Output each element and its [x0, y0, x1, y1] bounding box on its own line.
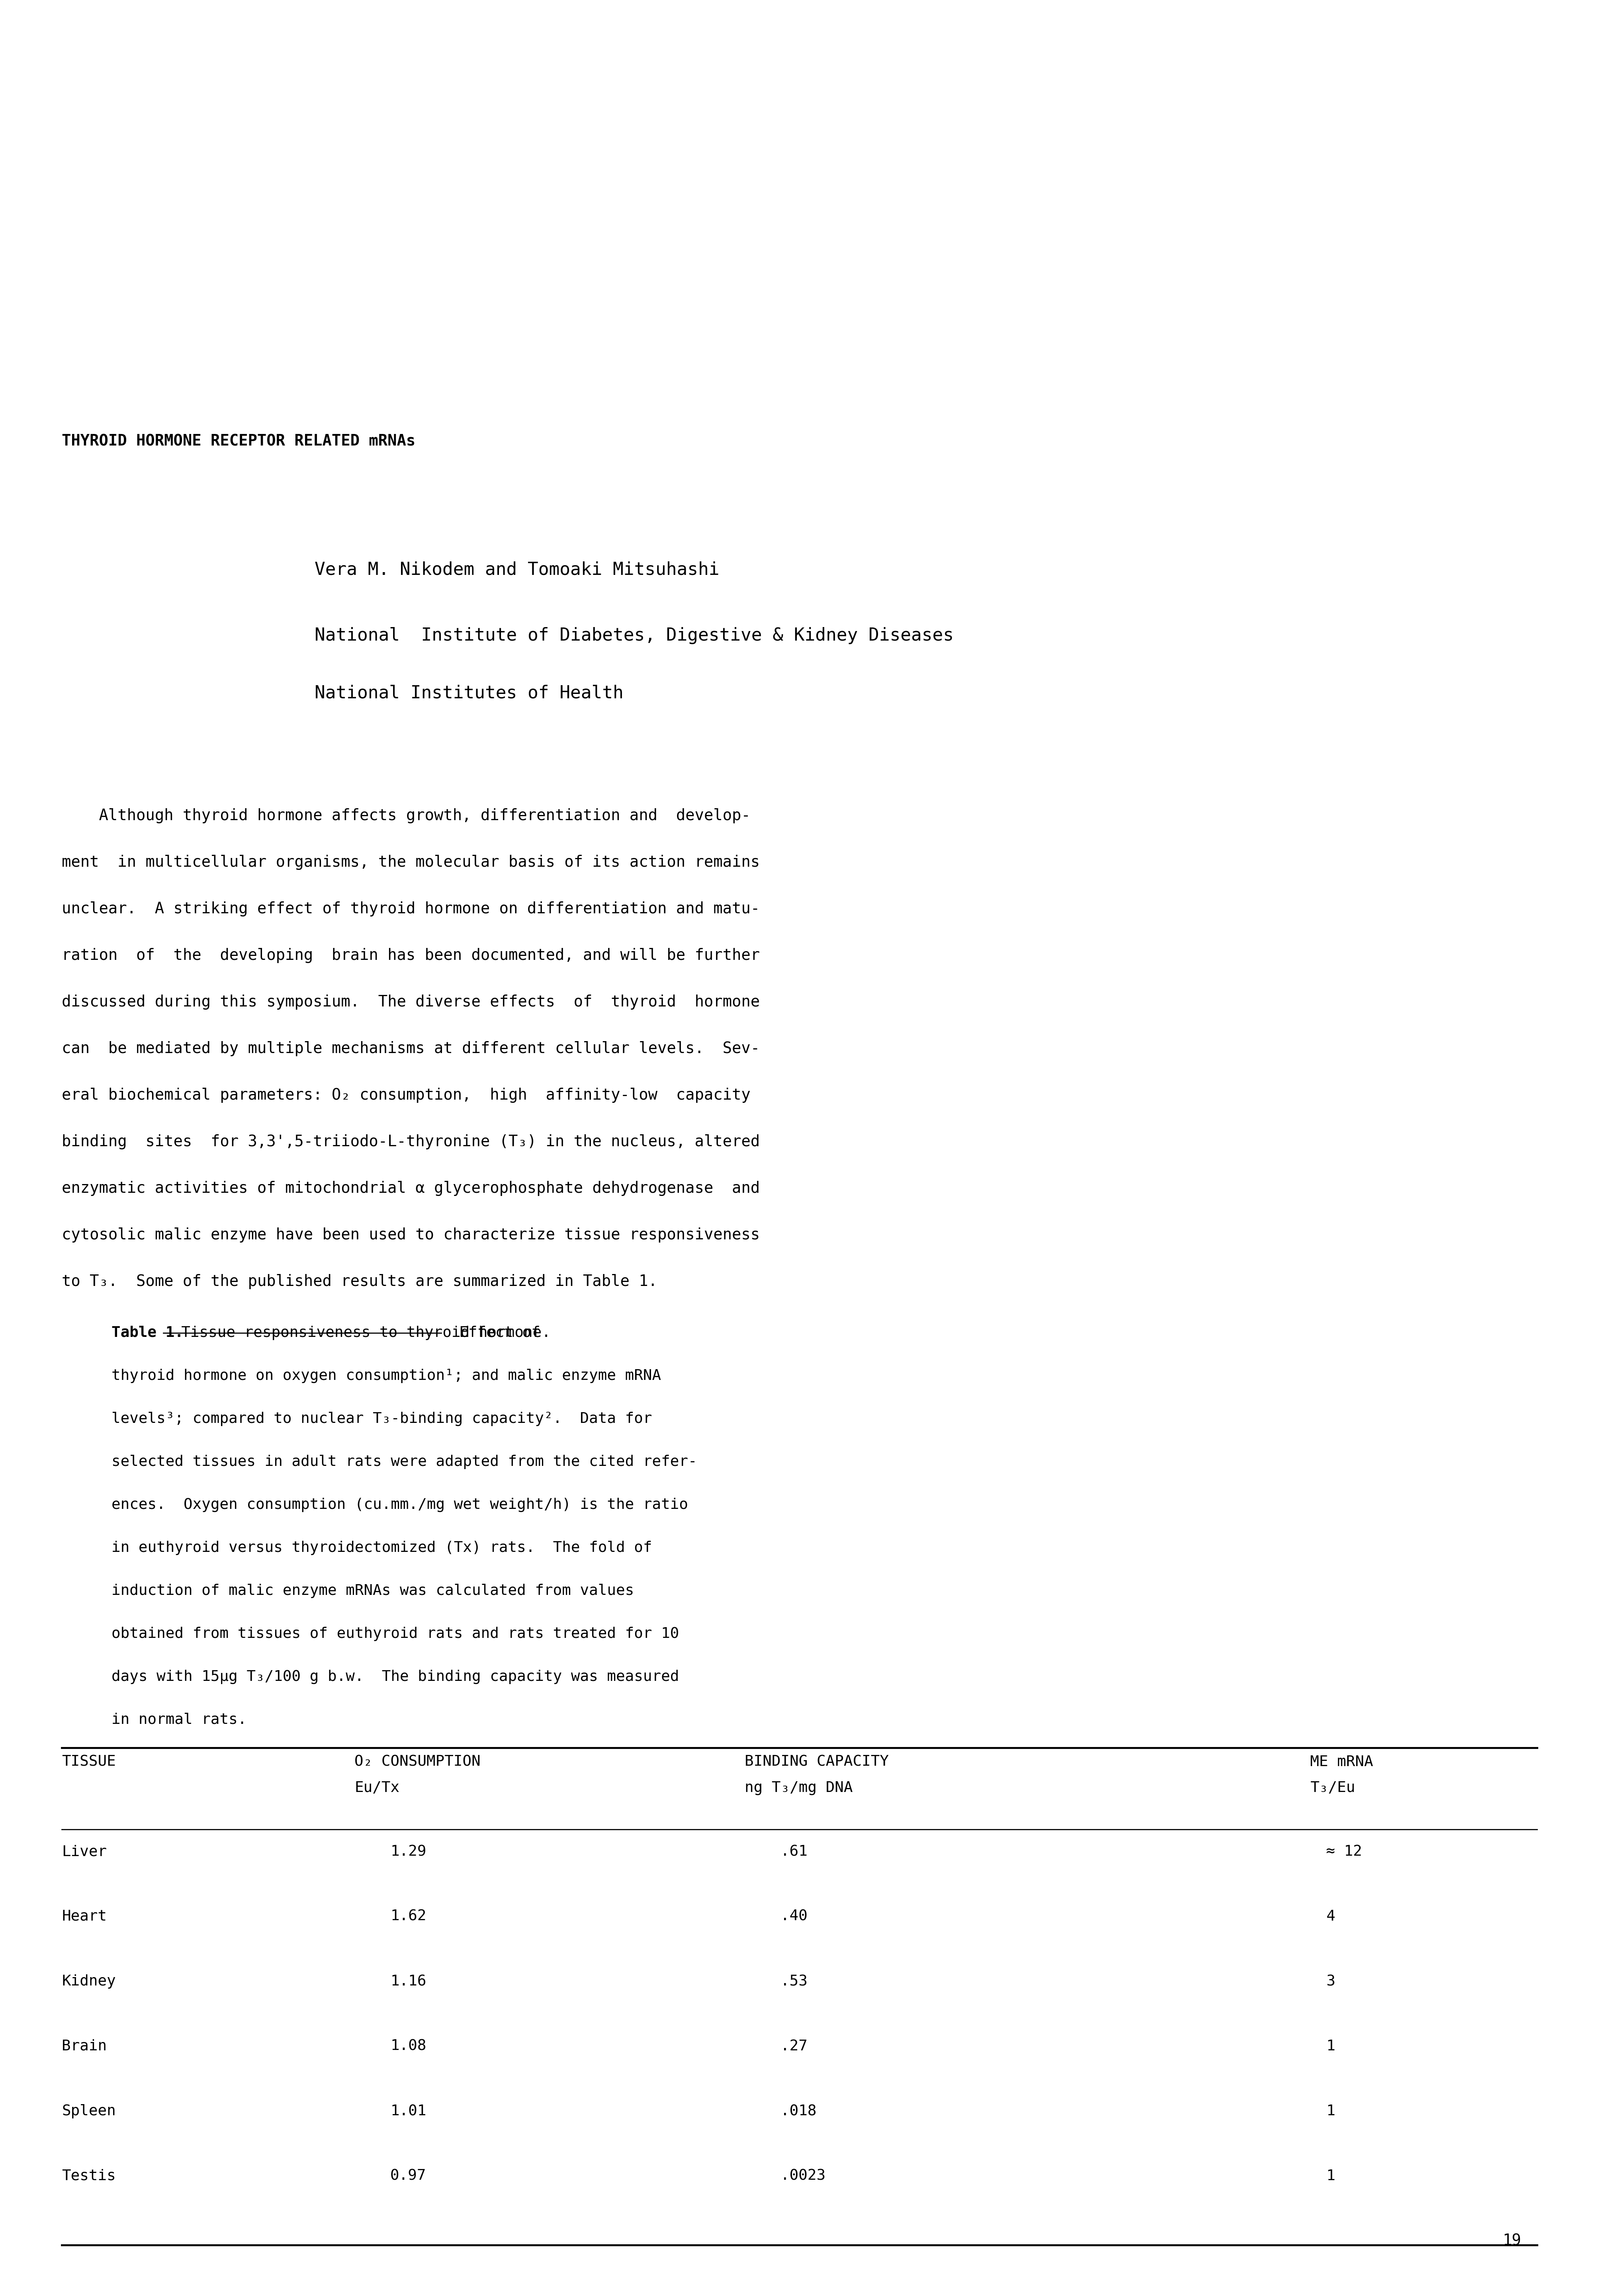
Text: discussed during this symposium.  The diverse effects  of  thyroid  hormone: discussed during this symposium. The div…	[62, 994, 760, 1010]
Text: levels³; compared to nuclear T₃-binding capacity².  Data for: levels³; compared to nuclear T₃-binding …	[112, 1412, 653, 1426]
Text: Heart: Heart	[62, 1910, 107, 1924]
Text: induction of malic enzyme mRNAs was calculated from values: induction of malic enzyme mRNAs was calc…	[112, 1584, 634, 1598]
Text: 1.62: 1.62	[390, 1910, 426, 1924]
Text: ment  in multicellular organisms, the molecular basis of its action remains: ment in multicellular organisms, the mol…	[62, 854, 760, 870]
Text: Eu/Tx: Eu/Tx	[355, 1782, 400, 1795]
Text: 4: 4	[1326, 1910, 1334, 1924]
Text: unclear.  A striking effect of thyroid hormone on differentiation and matu-: unclear. A striking effect of thyroid ho…	[62, 902, 760, 916]
Text: 1.01: 1.01	[390, 2103, 426, 2119]
Text: to T₃.  Some of the published results are summarized in Table 1.: to T₃. Some of the published results are…	[62, 1274, 658, 1288]
Text: BINDING CAPACITY: BINDING CAPACITY	[744, 1754, 890, 1770]
Text: ≈ 12: ≈ 12	[1326, 1844, 1362, 1860]
Text: binding  sites  for 3,3',5-triiodo-L-thyronine (T₃) in the nucleus, altered: binding sites for 3,3',5-triiodo-L-thyro…	[62, 1134, 760, 1150]
Text: cytosolic malic enzyme have been used to characterize tissue responsiveness: cytosolic malic enzyme have been used to…	[62, 1228, 760, 1242]
Text: .018: .018	[781, 2103, 816, 2119]
Text: Table 1.: Table 1.	[112, 1325, 184, 1341]
Text: obtained from tissues of euthyroid rats and rats treated for 10: obtained from tissues of euthyroid rats …	[112, 1628, 678, 1642]
Text: Testis: Testis	[62, 2170, 115, 2183]
Text: .0023: .0023	[781, 2170, 826, 2183]
Text: .53: .53	[781, 1975, 808, 1988]
Text: Tissue responsiveness to thyroid hormone.: Tissue responsiveness to thyroid hormone…	[163, 1325, 550, 1341]
Text: TISSUE: TISSUE	[62, 1754, 115, 1770]
Text: Spleen: Spleen	[62, 2103, 115, 2119]
Text: .61: .61	[781, 1844, 808, 1860]
Text: in euthyroid versus thyroidectomized (Tx) rats.  The fold of: in euthyroid versus thyroidectomized (Tx…	[112, 1541, 653, 1554]
Text: 1.16: 1.16	[390, 1975, 426, 1988]
Text: can  be mediated by multiple mechanisms at different cellular levels.  Sev-: can be mediated by multiple mechanisms a…	[62, 1040, 760, 1056]
Text: Although thyroid hormone affects growth, differentiation and  develop-: Although thyroid hormone affects growth,…	[62, 808, 750, 824]
Text: ences.  Oxygen consumption (cu.mm./mg wet weight/h) is the ratio: ences. Oxygen consumption (cu.mm./mg wet…	[112, 1497, 688, 1513]
Text: days with 15μg T₃/100 g b.w.  The binding capacity was measured: days with 15μg T₃/100 g b.w. The binding…	[112, 1669, 678, 1683]
Text: 1: 1	[1326, 2170, 1334, 2183]
Text: .27: .27	[781, 2039, 808, 2053]
Text: ng T₃/mg DNA: ng T₃/mg DNA	[744, 1782, 853, 1795]
Text: O₂ CONSUMPTION: O₂ CONSUMPTION	[355, 1754, 480, 1770]
Text: enzymatic activities of mitochondrial α glycerophosphate dehydrogenase  and: enzymatic activities of mitochondrial α …	[62, 1180, 760, 1196]
Text: ration  of  the  developing  brain has been documented, and will be further: ration of the developing brain has been …	[62, 948, 760, 962]
Text: in normal rats.: in normal rats.	[112, 1713, 246, 1727]
Text: ME mRNA: ME mRNA	[1310, 1754, 1373, 1770]
Text: Liver: Liver	[62, 1844, 107, 1860]
Text: THYROID HORMONE RECEPTOR RELATED mRNAs: THYROID HORMONE RECEPTOR RELATED mRNAs	[62, 434, 416, 450]
Text: thyroid hormone on oxygen consumption¹; and malic enzyme mRNA: thyroid hormone on oxygen consumption¹; …	[112, 1368, 661, 1382]
Text: 3: 3	[1326, 1975, 1334, 1988]
Text: eral biochemical parameters: O₂ consumption,  high  affinity-low  capacity: eral biochemical parameters: O₂ consumpt…	[62, 1088, 750, 1102]
Text: 19: 19	[1502, 2234, 1522, 2248]
Text: .40: .40	[781, 1910, 808, 1924]
Text: 1.29: 1.29	[390, 1844, 426, 1860]
Text: Effect of: Effect of	[442, 1325, 541, 1341]
Text: T₃/Eu: T₃/Eu	[1310, 1782, 1355, 1795]
Text: Vera M. Nikodem and Tomoaki Mitsuhashi: Vera M. Nikodem and Tomoaki Mitsuhashi	[315, 560, 720, 579]
Text: 1.08: 1.08	[390, 2039, 426, 2053]
Text: National Institutes of Health: National Institutes of Health	[315, 684, 624, 703]
Text: selected tissues in adult rats were adapted from the cited refer-: selected tissues in adult rats were adap…	[112, 1456, 698, 1469]
Text: 0.97: 0.97	[390, 2170, 426, 2183]
Text: National  Institute of Diabetes, Digestive & Kidney Diseases: National Institute of Diabetes, Digestiv…	[315, 627, 954, 645]
Text: Kidney: Kidney	[62, 1975, 115, 1988]
Text: 1: 1	[1326, 2039, 1334, 2053]
Text: Brain: Brain	[62, 2039, 107, 2053]
Text: 1: 1	[1326, 2103, 1334, 2119]
